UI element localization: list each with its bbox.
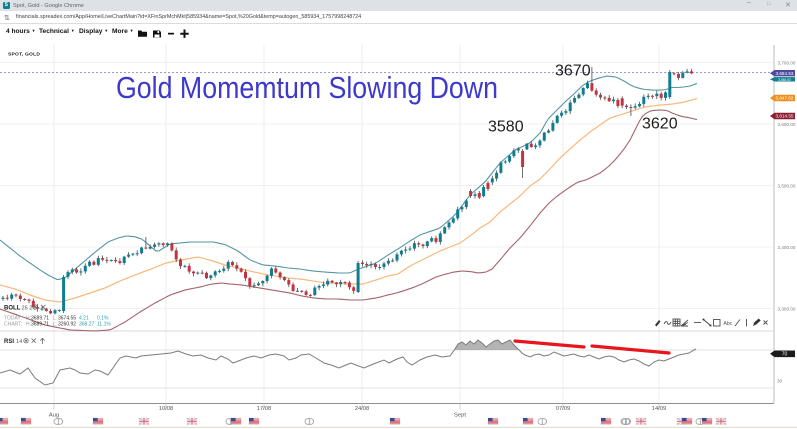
svg-text:0.1%: 0.1% (97, 316, 109, 322)
svg-text:25 2: 25 2 (22, 306, 33, 312)
svg-text:3,647.62: 3,647.62 (776, 96, 794, 101)
svg-text:11.1%: 11.1% (97, 322, 111, 328)
svg-text:30: 30 (777, 379, 783, 384)
svg-text:3,614.55: 3,614.55 (776, 114, 794, 119)
svg-text:BOLL: BOLL (4, 306, 21, 312)
svg-text:3620: 3620 (642, 116, 678, 133)
svg-text:RSI: RSI (4, 339, 14, 345)
svg-text:3,500.00: 3,500.00 (778, 184, 796, 189)
svg-text:Abc: Abc (724, 321, 733, 327)
svg-text:70: 70 (782, 351, 788, 357)
svg-text:Sept: Sept (454, 413, 466, 419)
svg-text:10/08: 10/08 (159, 406, 174, 412)
svg-text:3,700.00: 3,700.00 (778, 61, 796, 66)
svg-text:CHART:: CHART: (4, 322, 22, 328)
svg-text:24/08: 24/08 (355, 406, 370, 412)
svg-text:3689.71: 3689.71 (31, 316, 49, 322)
svg-text:3674.55: 3674.55 (58, 316, 76, 322)
svg-text:3260.92: 3260.92 (58, 322, 76, 328)
svg-text:Gold Momemtum Slowing Down: Gold Momemtum Slowing Down (116, 70, 498, 105)
svg-text:SPOT, GOLD: SPOT, GOLD (8, 52, 40, 58)
svg-text:H:: H: (26, 322, 31, 328)
svg-text:Aug: Aug (49, 413, 59, 419)
svg-text:3670: 3670 (555, 63, 591, 80)
svg-text:4.21: 4.21 (79, 316, 89, 322)
svg-text:3,684.53: 3,684.53 (776, 71, 794, 76)
svg-text:H:: H: (26, 316, 31, 322)
svg-text:L:: L: (53, 316, 57, 322)
svg-text:17/08: 17/08 (257, 406, 272, 412)
svg-text:07/09: 07/09 (556, 406, 571, 412)
svg-text:3689.71: 3689.71 (31, 322, 49, 328)
svg-text:3580: 3580 (488, 119, 524, 136)
svg-text:3,684.53: 3,684.53 (778, 78, 791, 82)
svg-text:3,300.00: 3,300.00 (778, 307, 796, 312)
svg-text:3,600.00: 3,600.00 (778, 122, 796, 127)
svg-text:TODAY:: TODAY: (4, 316, 22, 322)
svg-text:3,400.00: 3,400.00 (778, 245, 796, 250)
svg-text:368.27: 368.27 (79, 322, 95, 328)
svg-text:L:: L: (53, 322, 57, 328)
svg-text:14: 14 (16, 339, 22, 345)
svg-text:14/09: 14/09 (652, 406, 667, 412)
